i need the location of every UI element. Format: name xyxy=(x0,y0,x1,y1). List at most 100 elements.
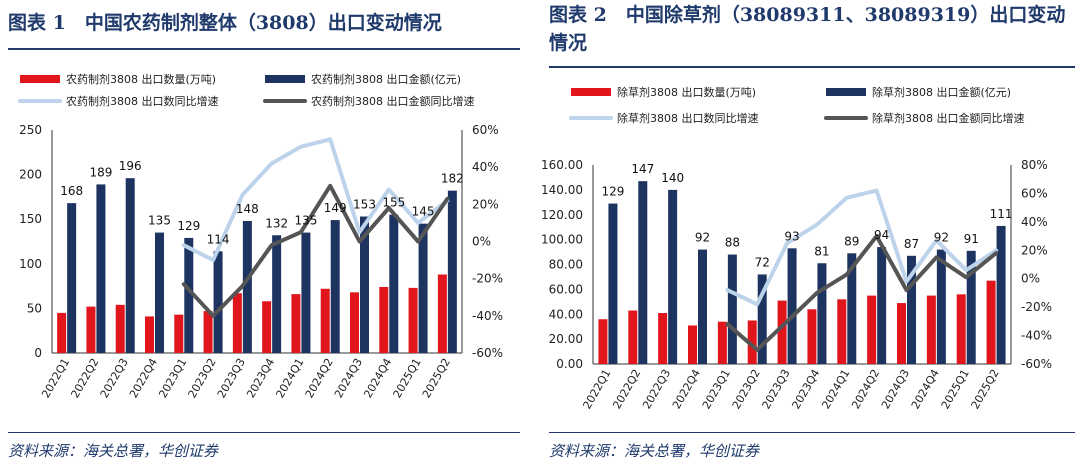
x-tick-label-2024Q1: 2024Q1 xyxy=(819,367,852,411)
x-tick-label-2023Q2: 2023Q2 xyxy=(186,356,219,400)
bar-1-2022Q4 xyxy=(688,325,697,364)
bar-1-2024Q4 xyxy=(379,286,389,353)
x-tick-label-2023Q3: 2023Q3 xyxy=(760,367,793,411)
data-label-2023Q3: 93 xyxy=(784,229,799,243)
data-label-2024Q2: 94 xyxy=(874,228,889,242)
data-label-2022Q4: 92 xyxy=(695,231,710,245)
y-tick-label: 60.00 xyxy=(549,282,583,296)
series-line-4 xyxy=(725,234,999,352)
x-tick-label-2024Q3: 2024Q3 xyxy=(332,356,365,400)
x-tick-label-2024Q2: 2024Q2 xyxy=(849,367,882,411)
y2-tick-label: 60% xyxy=(1021,186,1048,200)
data-label-2024Q3: 87 xyxy=(904,237,919,251)
x-tick-label-2023Q4: 2023Q4 xyxy=(789,367,822,411)
y-tick-label: 100 xyxy=(19,257,42,271)
legend-label-2: 农药制剂3808 出口金额(亿元) xyxy=(311,72,461,86)
y2-tick-label: 0% xyxy=(1021,272,1040,286)
source-rule-2 xyxy=(549,432,1075,433)
bar-1-2024Q4 xyxy=(926,295,936,364)
y-tick-label: 100.00 xyxy=(541,233,583,247)
x-tick-label-2023Q4: 2023Q4 xyxy=(244,356,277,400)
y2-tick-label: -60% xyxy=(1021,357,1052,371)
data-label-2023Q4: 81 xyxy=(814,244,829,258)
bar-2-2022Q1 xyxy=(67,203,77,353)
bar-1-2023Q4 xyxy=(807,309,817,364)
bar-2-2022Q3 xyxy=(668,189,678,364)
y-tick-label: 160.00 xyxy=(541,158,583,172)
bar-2-2022Q3 xyxy=(125,178,135,353)
x-tick-label-2024Q2: 2024Q2 xyxy=(303,356,336,400)
legend-label-1: 农药制剂3808 出口数量(万吨) xyxy=(66,72,216,86)
y2-tick-label: -60% xyxy=(472,346,503,360)
legend-label-1: 除草剂3808 出口数量(万吨) xyxy=(617,85,756,99)
bar-1-2024Q1 xyxy=(837,299,847,364)
title-rule-2 xyxy=(549,66,1075,68)
bar-2-2023Q4 xyxy=(272,235,282,353)
bar-2-2025Q1 xyxy=(966,250,976,364)
bar-2-2025Q2 xyxy=(996,225,1006,364)
legend-label-3: 农药制剂3808 出口数同比增速 xyxy=(66,94,219,108)
bar-1-2025Q2 xyxy=(986,280,996,364)
data-label-2022Q4: 135 xyxy=(148,214,171,228)
y-tick-label: 140.00 xyxy=(541,183,583,197)
bar-1-2024Q3 xyxy=(897,303,906,364)
bar-1-2023Q3 xyxy=(232,293,242,353)
bar-2-2024Q1 xyxy=(301,232,311,353)
bar-2-2024Q2 xyxy=(877,247,887,364)
y2-tick-label: 40% xyxy=(472,160,499,174)
bar-1-2023Q1 xyxy=(174,314,184,353)
y-tick-label: 40.00 xyxy=(549,307,583,321)
x-tick-label-2023Q1: 2023Q1 xyxy=(700,367,733,411)
bar-2-2024Q3 xyxy=(360,216,369,353)
bar-1-2022Q1 xyxy=(57,312,67,353)
series-line-4 xyxy=(181,183,450,318)
y2-tick-label: 60% xyxy=(472,123,499,137)
x-tick-label-2025Q1: 2025Q1 xyxy=(391,356,424,400)
y-tick-label: 250 xyxy=(19,123,42,137)
legend-label-4: 除草剂3808 出口金额同比增速 xyxy=(872,111,1025,125)
data-label-2022Q3: 196 xyxy=(119,159,142,173)
y2-tick-label: 0% xyxy=(472,235,491,249)
bar-1-2024Q3 xyxy=(350,292,359,353)
data-label-2022Q1: 129 xyxy=(601,185,624,199)
series-line-3 xyxy=(725,188,999,307)
x-tick-label-2022Q4: 2022Q4 xyxy=(670,367,703,411)
bar-1-2022Q4 xyxy=(145,316,154,353)
bar-2-2023Q1 xyxy=(184,237,194,353)
x-tick-label-2022Q2: 2022Q2 xyxy=(610,367,643,411)
y-tick-label: 20.00 xyxy=(549,332,583,346)
x-tick-label-2023Q2: 2023Q2 xyxy=(730,367,763,411)
source-note-1: 资料来源：海关总署，华创证券 xyxy=(8,442,219,460)
figure-title-2-line2: 情况 xyxy=(549,32,588,54)
bar-2-2022Q2 xyxy=(638,181,648,364)
data-label-2023Q1: 88 xyxy=(725,236,740,250)
x-tick-label-2022Q3: 2022Q3 xyxy=(640,367,673,411)
y2-tick-label: 20% xyxy=(1021,243,1048,257)
figure-title-1: 图表 1 中国农药制剂整体（3808）出口变动情况 xyxy=(8,12,442,34)
y-tick-label: 0 xyxy=(34,346,42,360)
data-label-2023Q2: 72 xyxy=(755,255,770,269)
legend-label-3: 除草剂3808 出口数同比增速 xyxy=(617,111,759,125)
bar-2-2023Q2 xyxy=(757,274,767,364)
chart-1-svg: 农药制剂3808 出口数量(万吨) 农药制剂3808 出口金额(亿元) 农药制剂38… xyxy=(18,72,503,400)
bar-2-2024Q4 xyxy=(389,214,399,353)
bar-1-2024Q1 xyxy=(291,294,301,353)
x-tick-label-2022Q2: 2022Q2 xyxy=(68,356,101,400)
data-label-2024Q1: 89 xyxy=(844,234,859,248)
data-label-2024Q4: 92 xyxy=(934,231,949,245)
x-tick-label-2024Q3: 2024Q3 xyxy=(879,367,912,411)
bar-1-2023Q3 xyxy=(777,300,787,364)
y2-tick-label: -40% xyxy=(472,309,503,323)
bar-1-2025Q1 xyxy=(956,294,966,364)
data-label-2022Q1: 168 xyxy=(60,184,83,198)
chart-panel-2: 图表 2 中国除草剂（38089311、38089319）出口变动 情况 除草剂… xyxy=(541,0,1082,466)
data-label-2023Q1: 129 xyxy=(177,219,200,233)
y2-tick-label: 80% xyxy=(1021,158,1048,172)
bar-2-2024Q2 xyxy=(330,220,340,353)
data-label-2024Q3: 153 xyxy=(353,198,376,212)
title-rule-1 xyxy=(8,48,520,50)
y2-tick-label: 40% xyxy=(1021,215,1048,229)
x-tick-label-2024Q1: 2024Q1 xyxy=(273,356,306,400)
legend-swatch-1 xyxy=(571,88,611,96)
legend-swatch-2 xyxy=(265,75,305,83)
